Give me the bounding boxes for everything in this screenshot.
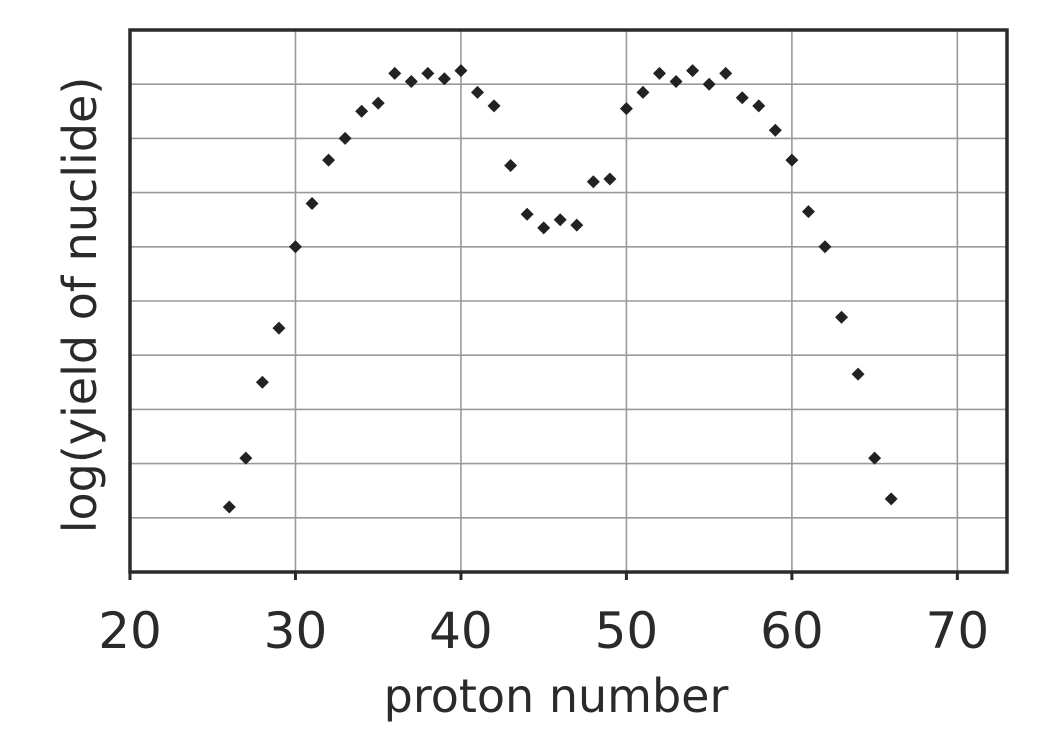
data-point bbox=[702, 77, 716, 91]
data-point bbox=[619, 102, 633, 116]
data-point bbox=[288, 240, 302, 254]
data-point bbox=[868, 451, 882, 465]
grid bbox=[130, 30, 1007, 572]
data-point bbox=[553, 213, 567, 227]
data-point bbox=[404, 74, 418, 88]
data-point bbox=[686, 64, 700, 78]
data-point bbox=[752, 99, 766, 113]
x-tick-label: 60 bbox=[760, 602, 824, 660]
data-point bbox=[653, 66, 667, 80]
data-point bbox=[801, 205, 815, 219]
data-point bbox=[570, 218, 584, 232]
data-point bbox=[719, 66, 733, 80]
x-axis-label: proton number bbox=[384, 669, 729, 723]
data-points bbox=[222, 64, 898, 514]
data-point bbox=[222, 500, 236, 514]
data-point bbox=[388, 66, 402, 80]
y-axis-label: log(yield of nuclide) bbox=[53, 77, 107, 534]
data-point bbox=[669, 74, 683, 88]
data-point bbox=[884, 492, 898, 506]
x-tick-labels: 20 30 40 50 60 70 bbox=[98, 602, 989, 660]
data-point bbox=[470, 85, 484, 99]
data-point bbox=[322, 153, 336, 167]
x-tick-label: 30 bbox=[264, 602, 328, 660]
data-point bbox=[371, 96, 385, 110]
data-point bbox=[255, 375, 269, 389]
data-point bbox=[586, 175, 600, 189]
data-point bbox=[785, 153, 799, 167]
data-point bbox=[520, 207, 534, 221]
data-point bbox=[818, 240, 832, 254]
data-point bbox=[603, 172, 617, 186]
data-point bbox=[454, 64, 468, 78]
x-tick-label: 50 bbox=[595, 602, 659, 660]
data-point bbox=[835, 310, 849, 324]
data-point bbox=[768, 123, 782, 137]
data-point bbox=[239, 451, 253, 465]
x-tick-label: 40 bbox=[429, 602, 493, 660]
data-point bbox=[636, 85, 650, 99]
data-point bbox=[305, 196, 319, 210]
data-point bbox=[272, 321, 286, 335]
x-tick-label: 70 bbox=[926, 602, 990, 660]
data-point bbox=[437, 72, 451, 86]
data-point bbox=[735, 91, 749, 105]
data-point bbox=[338, 131, 352, 145]
data-point bbox=[504, 159, 518, 172]
data-point bbox=[487, 99, 501, 113]
data-point bbox=[355, 104, 369, 118]
x-tick-label: 20 bbox=[98, 602, 162, 660]
plot-border bbox=[128, 28, 1009, 574]
plot-frame bbox=[128, 28, 1009, 580]
data-point bbox=[537, 221, 551, 235]
data-point bbox=[421, 66, 435, 80]
data-point bbox=[851, 367, 865, 381]
